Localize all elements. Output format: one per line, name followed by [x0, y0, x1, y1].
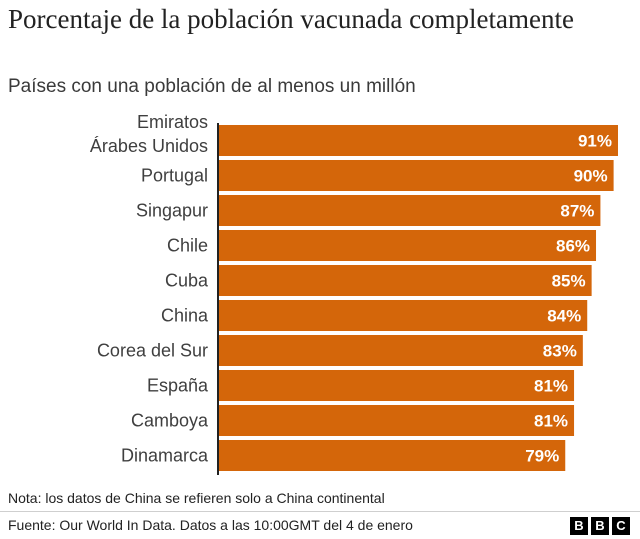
chart-subtitle: Países con una población de al menos un …	[8, 76, 416, 97]
bar-8	[218, 405, 575, 436]
bar-value-label-9: 79%	[525, 447, 559, 466]
bar-value-label-1: 90%	[574, 167, 608, 186]
category-label-1: Portugal	[141, 166, 208, 186]
bar-9	[218, 440, 566, 471]
bar-5	[218, 300, 588, 331]
category-label-3: Chile	[167, 236, 208, 256]
bar-7	[218, 370, 575, 401]
bar-3	[218, 230, 597, 261]
category-label-0-line-0: Emiratos	[137, 112, 208, 132]
bar-chart: 91% Emiratos Árabes Unidos 90% Portugal 87% Si…	[90, 112, 618, 475]
bar-value-label-7: 81%	[534, 377, 568, 396]
chart-note: Nota: los datos de China se refieren sol…	[8, 490, 385, 506]
chart-title: Porcentaje de la población vacunada comp…	[8, 4, 574, 34]
category-label-0-line-1: Árabes Unidos	[90, 136, 208, 156]
bar-value-label-2: 87%	[560, 202, 594, 221]
category-label-6: Corea del Sur	[97, 341, 208, 361]
bar-value-label-0: 91%	[578, 132, 612, 151]
bbc-logo-letter-b2: B	[591, 517, 609, 535]
bbc-logo: B B C	[570, 517, 630, 535]
category-label-9: Dinamarca	[121, 446, 209, 466]
bar-value-label-4: 85%	[552, 272, 586, 291]
chart-source: Fuente: Our World In Data. Datos a las 1…	[8, 517, 413, 533]
bar-4	[218, 265, 592, 296]
bar-value-label-5: 84%	[547, 307, 581, 326]
bbc-logo-letter-b1: B	[570, 517, 588, 535]
category-label-0: Emiratos Árabes Unidos	[90, 112, 208, 156]
bar-6	[218, 335, 583, 366]
bar-value-label-8: 81%	[534, 412, 568, 431]
footer-divider	[0, 511, 640, 512]
category-label-2: Singapur	[136, 201, 208, 221]
category-label-4: Cuba	[165, 271, 209, 291]
category-label-5: China	[161, 306, 209, 326]
bar-2	[218, 195, 601, 226]
bar-0	[218, 125, 618, 156]
bar-value-label-6: 83%	[543, 342, 577, 361]
bar-value-label-3: 86%	[556, 237, 590, 256]
category-label-7: España	[147, 376, 209, 396]
bar-1	[218, 160, 614, 191]
bbc-logo-letter-c: C	[612, 517, 630, 535]
category-label-8: Camboya	[131, 411, 209, 431]
